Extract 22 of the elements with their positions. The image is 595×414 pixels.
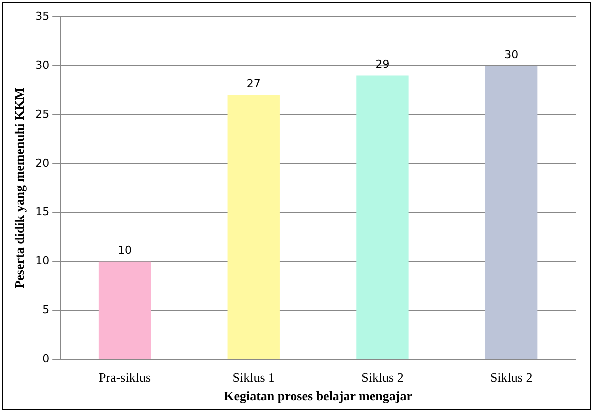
x-tick-label: Siklus 2: [490, 370, 533, 386]
x-tick-label: Siklus 2: [362, 370, 404, 386]
y-axis-title: Peserta didik yang memenuhi KKM: [12, 88, 28, 289]
x-tick-label: Pra-siklus: [99, 370, 152, 386]
y-tick-label: 0: [42, 352, 50, 366]
x-tick-label: Siklus 1: [232, 370, 276, 386]
data-label: 27: [246, 78, 261, 91]
y-tick-label: 30: [36, 58, 50, 72]
bar: [485, 66, 538, 360]
y-tick-label: 10: [36, 254, 50, 268]
y-tick-label: 20: [36, 156, 50, 170]
data-label: 10: [118, 244, 132, 258]
y-tick-label: 5: [42, 304, 50, 317]
y-tick-label: 15: [36, 206, 50, 219]
y-tick-label: 25: [36, 108, 50, 121]
data-label: 29: [376, 58, 390, 72]
data-label: 30: [504, 48, 519, 62]
bar: [98, 262, 152, 360]
bar: [356, 76, 409, 360]
x-axis-title: Kegiatan proses belajar mengajar: [224, 388, 413, 404]
y-tick-label: 35: [36, 10, 50, 23]
bar: [228, 95, 280, 360]
